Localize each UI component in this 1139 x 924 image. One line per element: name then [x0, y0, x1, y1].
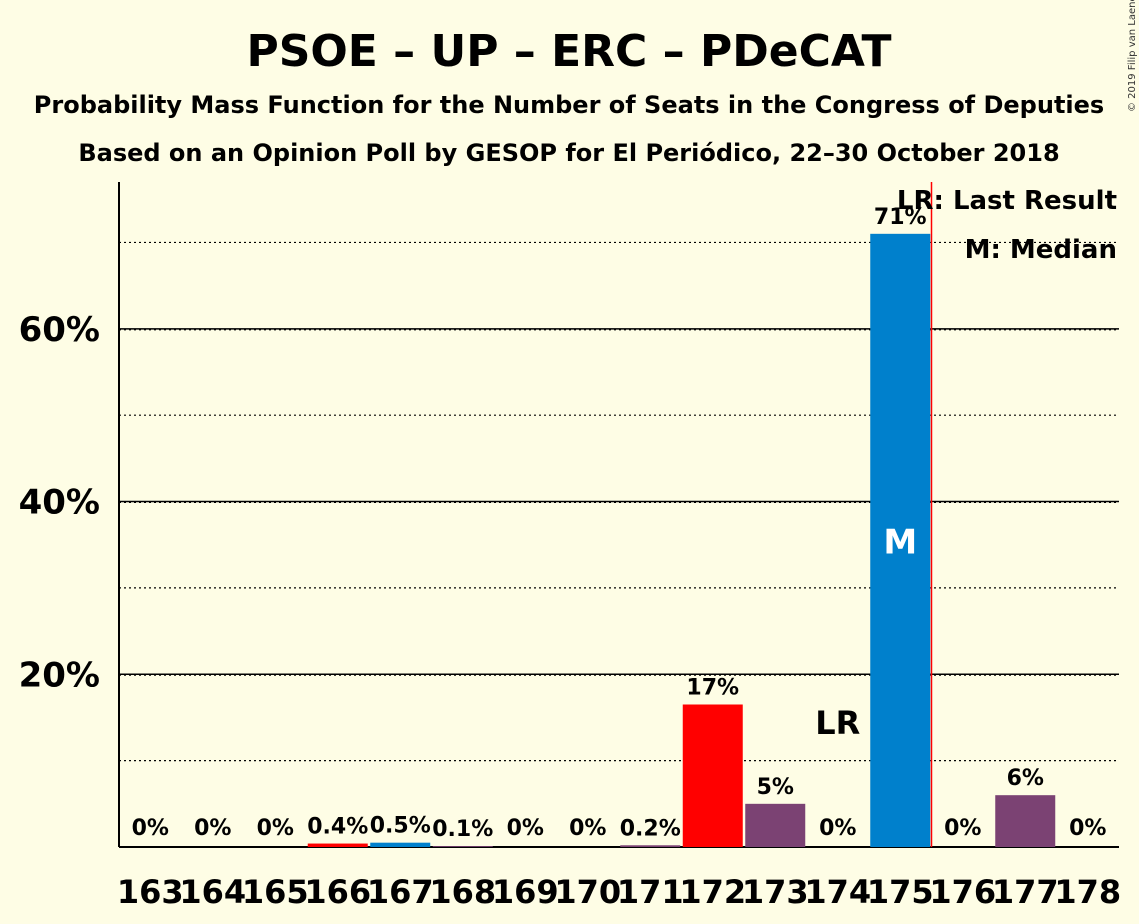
bar-labels: 0% 0% 0% 0.4% 0.5% 0.1% 0% 0% 0.2% 17% 5% LR 0% 71% M 0…	[132, 205, 1107, 842]
legend-median: M: Median	[965, 235, 1117, 265]
bar-value-label: 71%	[874, 205, 927, 230]
bar-value-label: 0.1%	[432, 817, 493, 842]
x-tick-label: 165	[242, 873, 309, 911]
bar-value-label: 0%	[1069, 816, 1106, 841]
y-axis: 20% 40% 60%	[19, 310, 100, 695]
bar-value-label: 0%	[132, 816, 169, 841]
bar-172	[682, 704, 743, 847]
x-tick-label: 177	[992, 873, 1059, 911]
chart-subtitle: Probability Mass Function for the Number…	[34, 91, 1104, 119]
x-tick-label: 164	[179, 873, 246, 911]
x-tick-label: 175	[867, 873, 934, 911]
legend-last-result: LR: Last Result	[897, 186, 1117, 216]
y-tick-label: 40%	[19, 483, 100, 523]
bar-value-label: 0.4%	[307, 815, 368, 840]
bar-value-label: 0%	[944, 816, 981, 841]
bar-168	[432, 846, 493, 847]
bar-173	[745, 803, 806, 847]
bar-value-label: 0.5%	[370, 814, 431, 839]
median-marker: M	[883, 522, 917, 562]
x-tick-label: 170	[554, 873, 621, 911]
x-tick-label: 178	[1054, 873, 1121, 911]
bar-value-label: 0%	[194, 816, 231, 841]
x-tick-label: 168	[429, 873, 496, 911]
copyright-note: © 2019 Filip van Laenen	[1127, 0, 1138, 112]
bar-value-label: 6%	[1007, 766, 1044, 791]
bar-177	[995, 795, 1056, 847]
bar-value-label: 17%	[686, 676, 739, 701]
x-tick-label: 171	[617, 873, 684, 911]
x-tick-label: 163	[117, 873, 184, 911]
y-tick-label: 60%	[19, 310, 100, 350]
chart-source: Based on an Opinion Poll by GESOP for El…	[78, 139, 1059, 167]
bar-167	[370, 842, 431, 847]
chart-title: PSOE – UP – ERC – PDeCAT	[246, 26, 891, 77]
bar-value-label: 0%	[257, 816, 294, 841]
x-tick-label: 167	[367, 873, 434, 911]
x-tick-label: 166	[304, 873, 371, 911]
bar-value-label: 0%	[507, 816, 544, 841]
bar-value-label: 0.2%	[620, 816, 681, 841]
bar-value-label: 5%	[757, 775, 794, 800]
x-tick-label: 173	[742, 873, 809, 911]
bar-value-label: 0%	[569, 816, 606, 841]
bar-171	[620, 845, 681, 847]
last-result-marker: LR	[815, 704, 860, 742]
x-axis: 1631641651661671681691701711721731741751…	[117, 873, 1121, 911]
bar-value-label: 0%	[819, 816, 856, 841]
y-tick-label: 20%	[19, 655, 100, 695]
x-tick-label: 174	[804, 873, 871, 911]
x-tick-label: 169	[492, 873, 559, 911]
x-tick-label: 176	[929, 873, 996, 911]
bars	[307, 233, 1056, 847]
gridlines	[118, 182, 1119, 848]
x-tick-label: 172	[679, 873, 746, 911]
bar-166	[307, 843, 368, 847]
bar-175	[870, 233, 931, 847]
